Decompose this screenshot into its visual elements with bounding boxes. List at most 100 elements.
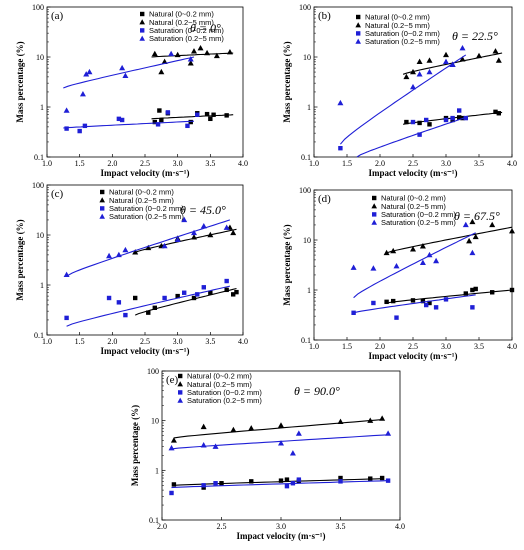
- data-point-square: [146, 310, 151, 315]
- data-point-triangle: [197, 44, 204, 51]
- data-point-triangle: [174, 236, 181, 243]
- x-tick-label: 3.5: [205, 159, 215, 168]
- x-tick-label: 2.0: [375, 342, 385, 351]
- panel-label: (c): [51, 188, 64, 200]
- panel-d: 1.0 1.5 2.0 2.5 3.0 3.5 4.0 0.1 1 10 100 Impact vel…: [282, 186, 517, 361]
- data-point-square: [224, 287, 229, 293]
- angle-label: θ = 22.5°: [452, 29, 498, 43]
- data-point-triangle: [158, 68, 165, 75]
- data-point-triangle: [187, 56, 194, 62]
- panel-b: 1.0 1.5 2.0 2.5 3.0 3.5 4.0 0.1 1 10 100 Impact vel…: [282, 3, 517, 178]
- y-tick-label: 100: [299, 3, 311, 12]
- data-point-triangle: [410, 83, 416, 90]
- data-point-square: [443, 297, 449, 302]
- panel-label: (d): [318, 193, 331, 205]
- data-point-square: [384, 299, 389, 305]
- data-point-triangle: [63, 107, 70, 113]
- fit-curve: [173, 478, 383, 486]
- y-tick-label: 100: [147, 367, 159, 376]
- data-point-square: [424, 302, 429, 308]
- data-point-square: [106, 295, 112, 301]
- x-axis-label: Impact velocity (m·s⁻¹): [369, 168, 458, 178]
- legend-marker-square: [178, 390, 183, 395]
- data-point-triangle: [367, 417, 374, 423]
- series-2: [338, 108, 468, 158]
- fit-curve: [356, 116, 466, 158]
- y-tick-label: 100: [299, 186, 311, 195]
- legend: Natural (0~0.2 mm)Natural (0.2~5 mm)Satu…: [139, 10, 224, 43]
- series-0: [384, 286, 515, 306]
- legend-marker-square: [100, 189, 105, 195]
- legend-marker-triangle: [177, 397, 183, 403]
- fit-curve: [171, 480, 389, 489]
- data-point-triangle: [410, 68, 416, 75]
- x-tick-label: 3.5: [474, 342, 484, 351]
- data-point-triangle: [200, 442, 207, 448]
- data-point-triangle: [295, 430, 302, 436]
- x-tick-label: 4.0: [507, 159, 517, 168]
- legend-label: Saturation (0.2~5 mm): [149, 34, 224, 43]
- x-tick-label: 1.5: [342, 159, 352, 168]
- y-axis-label: Mass percentage (%): [130, 405, 140, 486]
- data-point-triangle: [492, 48, 499, 54]
- legend-marker-square: [356, 31, 361, 36]
- y-tick-label: 0.1: [301, 153, 311, 162]
- data-point-square: [211, 112, 216, 117]
- panel-a: 1.0 1.5 2.0 2.5 3.0 3.5 4.0 0.1 1 10 100 Impact vel…: [15, 3, 248, 178]
- angle-label: θ = 67.5°: [454, 209, 500, 223]
- data-point-square: [201, 485, 206, 490]
- fit-curve: [353, 232, 476, 299]
- y-tick-label: 1: [307, 103, 311, 112]
- data-point-triangle: [443, 58, 449, 65]
- data-point-square: [470, 287, 475, 293]
- data-point-triangle: [509, 227, 515, 234]
- legend-marker-triangle: [99, 213, 105, 219]
- x-axis-label: Impact velocity (m·s⁻¹): [237, 531, 326, 541]
- data-point-triangle: [337, 418, 344, 424]
- data-point-triangle: [191, 48, 197, 54]
- data-point-triangle: [181, 216, 188, 223]
- legend-label: Saturation (0.2~5 mm): [109, 212, 184, 221]
- data-point-square: [338, 475, 343, 481]
- data-point-triangle: [115, 251, 122, 258]
- fit-curve: [386, 226, 513, 254]
- data-point-square: [417, 132, 422, 137]
- x-tick-label: 2.5: [408, 342, 418, 351]
- x-tick-label: 2.5: [408, 159, 418, 168]
- data-point-square: [155, 122, 161, 127]
- legend-label: Saturation (0~0.2 mm): [149, 26, 224, 35]
- y-tick-label: 100: [32, 3, 44, 12]
- data-point-square: [433, 305, 439, 310]
- data-point-square: [404, 119, 409, 125]
- legend-label: Natural (0.2~5 mm): [381, 202, 446, 211]
- data-point-square: [493, 109, 498, 115]
- data-point-triangle: [223, 224, 230, 230]
- data-point-triangle: [278, 422, 284, 428]
- data-point-triangle: [132, 249, 139, 255]
- series-0: [133, 287, 239, 316]
- x-tick-label: 1.5: [75, 337, 85, 346]
- fit-curve: [66, 219, 231, 277]
- x-tick-label: 1.0: [42, 337, 52, 346]
- panel-label: (b): [318, 10, 331, 22]
- fit-curve: [151, 52, 234, 58]
- legend: Natural (0~0.2 mm)Natural (0.2~5 mm)Satu…: [371, 194, 456, 227]
- legend: Natural (0~0.2 mm)Natural (0.2~5 mm)Satu…: [99, 188, 184, 221]
- data-point-square: [410, 298, 416, 303]
- legend-marker-triangle: [177, 381, 183, 387]
- y-tick-label: 10: [36, 231, 44, 240]
- x-tick-label: 2.0: [107, 159, 117, 168]
- x-tick-label: 3.0: [173, 159, 183, 168]
- data-point-triangle: [168, 50, 175, 57]
- y-tick-label: 1: [155, 466, 159, 475]
- y-tick-label: 0.1: [149, 516, 159, 525]
- legend-label: Saturation (0.2~5 mm): [187, 396, 262, 405]
- data-point-triangle: [145, 244, 152, 251]
- legend-label: Natural (0~0.2 mm): [187, 372, 252, 381]
- data-point-triangle: [278, 440, 284, 446]
- data-point-triangle: [86, 68, 93, 75]
- data-point-triangle: [191, 229, 197, 236]
- data-point-triangle: [469, 218, 476, 225]
- data-point-square: [490, 290, 495, 295]
